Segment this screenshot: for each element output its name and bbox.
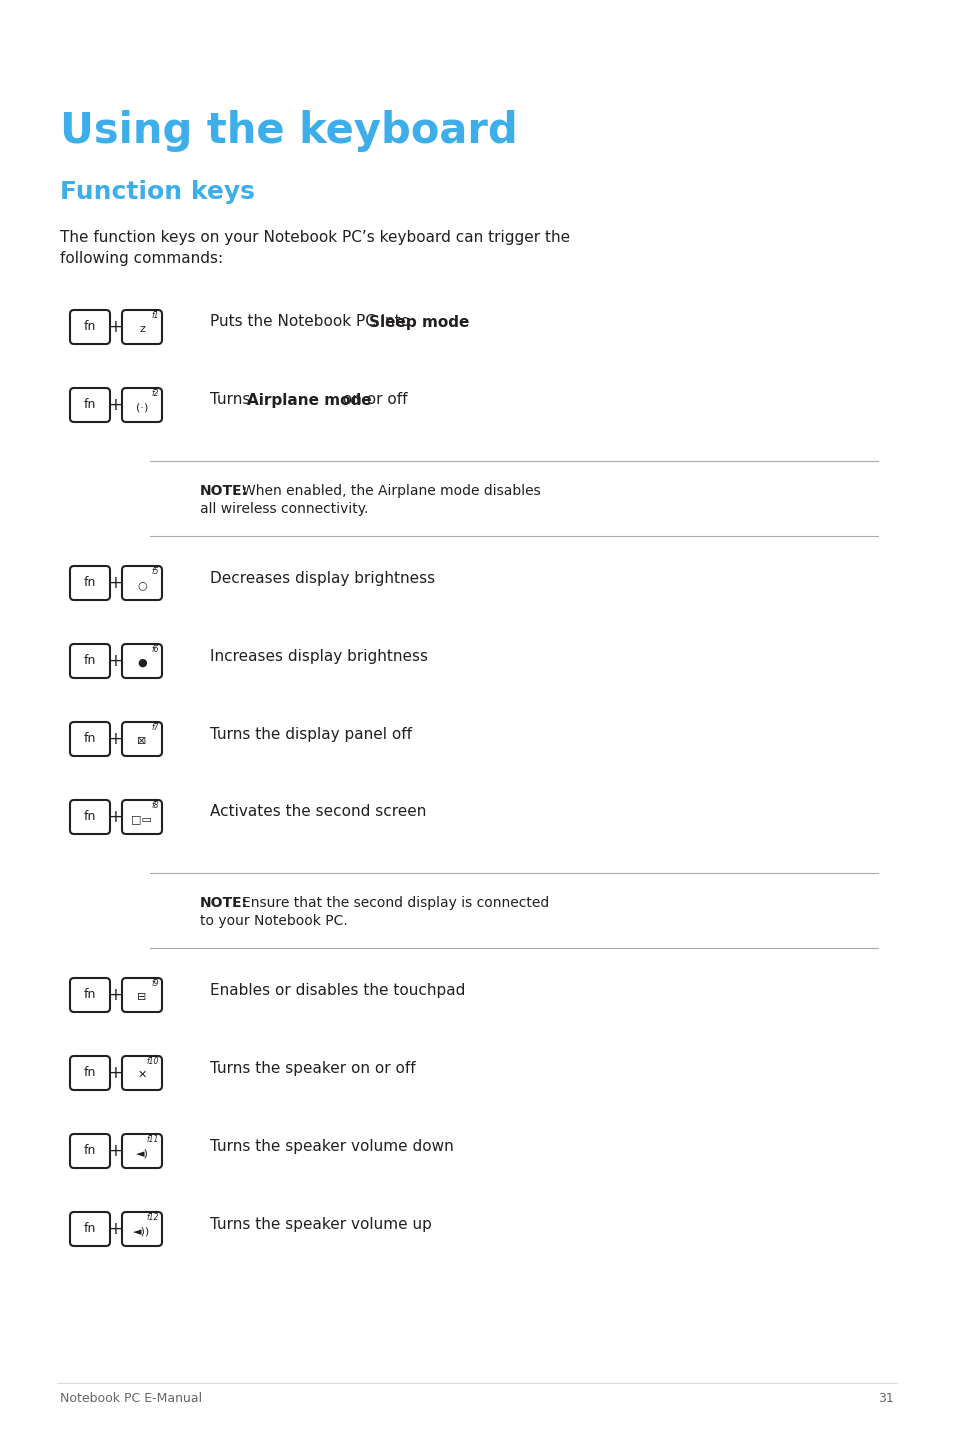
FancyBboxPatch shape [122,1135,162,1168]
Text: fn: fn [84,577,96,590]
Text: ●: ● [137,659,147,669]
FancyBboxPatch shape [70,388,110,421]
FancyBboxPatch shape [70,1055,110,1090]
Text: NOTE:: NOTE: [200,485,248,498]
Text: +: + [108,651,122,670]
Text: f9: f9 [152,979,159,988]
FancyBboxPatch shape [122,1212,162,1245]
Text: f8: f8 [152,801,159,810]
Text: z: z [139,324,145,334]
Text: +: + [108,1064,122,1081]
Text: on or off: on or off [337,393,407,407]
FancyBboxPatch shape [122,1055,162,1090]
FancyBboxPatch shape [122,722,162,756]
Text: ✕: ✕ [137,1070,147,1080]
Text: Enables or disables the touchpad: Enables or disables the touchpad [210,982,465,998]
Text: to your Notebook PC.: to your Notebook PC. [200,915,348,928]
Text: fn: fn [84,1222,96,1235]
Text: fn: fn [84,1145,96,1158]
Text: f5: f5 [152,567,159,577]
Text: Turns the speaker volume up: Turns the speaker volume up [210,1217,432,1231]
FancyBboxPatch shape [122,567,162,600]
Text: Increases display brightness: Increases display brightness [210,649,428,663]
Text: The function keys on your Notebook PC’s keyboard can trigger the
following comma: The function keys on your Notebook PC’s … [60,230,570,266]
Text: f12: f12 [147,1214,159,1222]
Text: Turns the speaker volume down: Turns the speaker volume down [210,1139,454,1153]
Text: fn: fn [84,988,96,1001]
Text: f6: f6 [152,646,159,654]
FancyBboxPatch shape [122,311,162,344]
FancyBboxPatch shape [122,800,162,834]
FancyBboxPatch shape [122,388,162,421]
Text: f7: f7 [152,723,159,732]
Text: Airplane mode: Airplane mode [246,393,371,407]
Text: NOTE:: NOTE: [200,896,248,910]
Text: +: + [108,395,122,414]
Text: f10: f10 [147,1057,159,1066]
FancyBboxPatch shape [70,722,110,756]
Text: Turns: Turns [210,393,255,407]
Text: fn: fn [84,654,96,667]
Text: all wireless connectivity.: all wireless connectivity. [200,502,368,516]
FancyBboxPatch shape [70,1135,110,1168]
Text: +: + [108,1219,122,1238]
Text: ◄)): ◄)) [133,1227,151,1237]
Text: +: + [108,986,122,1004]
Text: f1: f1 [152,311,159,321]
FancyBboxPatch shape [122,978,162,1012]
FancyBboxPatch shape [70,1212,110,1245]
Text: Using the keyboard: Using the keyboard [60,109,517,152]
Text: f2: f2 [152,390,159,398]
Text: +: + [108,574,122,592]
Text: Puts the Notebook PC into: Puts the Notebook PC into [210,315,415,329]
Text: □▭: □▭ [132,814,152,824]
Text: Turns the display panel off: Turns the display panel off [210,726,412,742]
FancyBboxPatch shape [70,800,110,834]
Text: ○: ○ [137,580,147,590]
Text: (·): (·) [135,403,148,413]
Text: fn: fn [84,811,96,824]
Text: Notebook PC E-Manual: Notebook PC E-Manual [60,1392,202,1405]
Text: fn: fn [84,398,96,411]
Text: fn: fn [84,321,96,334]
Text: ◄): ◄) [135,1148,149,1158]
FancyBboxPatch shape [122,644,162,677]
Text: fn: fn [84,1067,96,1080]
FancyBboxPatch shape [70,978,110,1012]
Text: +: + [108,731,122,748]
Text: +: + [108,808,122,825]
Text: Decreases display brightness: Decreases display brightness [210,571,435,585]
Text: When enabled, the Airplane mode disables: When enabled, the Airplane mode disables [242,485,540,498]
Text: +: + [108,1142,122,1160]
Text: Activates the second screen: Activates the second screen [210,804,426,820]
Text: ⊟: ⊟ [137,992,147,1002]
Text: Sleep mode: Sleep mode [368,315,469,329]
FancyBboxPatch shape [70,644,110,677]
Text: ⊠: ⊠ [137,736,147,746]
Text: +: + [108,318,122,336]
FancyBboxPatch shape [70,311,110,344]
Text: Function keys: Function keys [60,180,254,204]
Text: f11: f11 [147,1135,159,1145]
Text: fn: fn [84,732,96,745]
Text: Ensure that the second display is connected: Ensure that the second display is connec… [242,896,549,910]
FancyBboxPatch shape [70,567,110,600]
Text: 31: 31 [878,1392,893,1405]
Text: Turns the speaker on or off: Turns the speaker on or off [210,1060,416,1076]
